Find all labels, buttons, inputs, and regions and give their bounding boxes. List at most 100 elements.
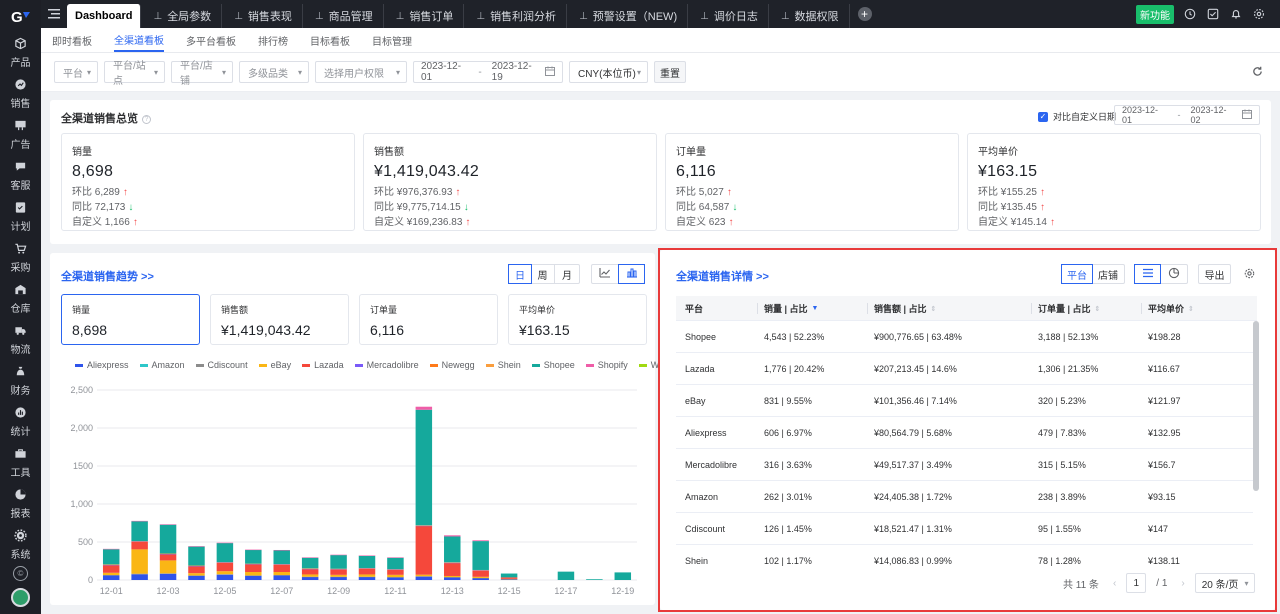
settings-icon[interactable] bbox=[1252, 7, 1266, 21]
subnav-tab-4[interactable]: 目标看板 bbox=[310, 36, 350, 48]
table-row[interactable]: Shein 102 | 1.17% ¥14,086.83 | 0.99% 78 | 1… bbox=[676, 545, 1253, 570]
platform-shop-select[interactable]: 平台/店铺 ▾ bbox=[171, 61, 233, 87]
column-header-3[interactable]: 订单量 | 占比 ⇕ bbox=[1038, 296, 1100, 321]
subnav-tab-0[interactable]: 即时看板 bbox=[52, 36, 92, 48]
refresh-icon[interactable] bbox=[1252, 66, 1264, 78]
subnav-tab-5[interactable]: 目标管理 bbox=[372, 36, 412, 48]
tab-2[interactable]: ⊥ 销售表现 bbox=[222, 4, 303, 28]
tab-0[interactable]: Dashboard bbox=[67, 4, 142, 28]
subnav-tab-1[interactable]: 全渠道看板 bbox=[114, 28, 164, 52]
sort-icon[interactable]: ⇕ bbox=[930, 305, 937, 313]
question-icon[interactable]: ? bbox=[142, 114, 151, 124]
export-button[interactable]: 导出 bbox=[1198, 264, 1231, 284]
sidebar-item-6[interactable]: 仓库 bbox=[0, 278, 41, 319]
trend-kpi-card[interactable]: 销售额 ¥1,419,043.42 bbox=[210, 294, 349, 345]
legend-item[interactable]: Shein bbox=[485, 360, 521, 370]
column-header-2[interactable]: 销售额 | 占比 ⇕ bbox=[874, 296, 936, 321]
sidebar-item-8[interactable]: 财务 bbox=[0, 360, 41, 401]
tab-7[interactable]: ⊥ 调价日志 bbox=[688, 4, 769, 28]
legend-item[interactable]: Amazon bbox=[139, 360, 185, 370]
table-row[interactable]: Shopee 4,543 | 52.23% ¥900,776.65 | 63.48%… bbox=[676, 321, 1253, 353]
sidebar-item-2[interactable]: 广告 bbox=[0, 114, 41, 155]
dimension-option-0[interactable]: 平台 bbox=[1061, 264, 1093, 284]
subnav-tab-3[interactable]: 排行榜 bbox=[258, 36, 288, 48]
tab-8[interactable]: ⊥ 数据权限 bbox=[769, 4, 850, 28]
period-option-0[interactable]: 日 bbox=[508, 264, 532, 284]
clock-icon[interactable] bbox=[1183, 7, 1197, 21]
date-range-picker[interactable]: 2023-12-01 -2023-12-19 bbox=[413, 61, 563, 83]
trend-kpi-card[interactable]: 平均单价 ¥163.15 bbox=[508, 294, 647, 345]
trend-title[interactable]: 全渠道销售趋势 >> bbox=[61, 271, 154, 283]
category-select[interactable]: 多级品类 ▾ bbox=[239, 61, 309, 83]
legend-item[interactable]: Shopee bbox=[531, 360, 575, 370]
view-option-1[interactable] bbox=[1160, 265, 1187, 283]
new-feature-badge[interactable]: 新功能 bbox=[1136, 4, 1174, 24]
table-row[interactable]: Aliexpress 606 | 6.97% ¥80,564.79 | 5.68% 4… bbox=[676, 417, 1253, 449]
trend-kpi-card[interactable]: 销量 8,698 bbox=[61, 294, 200, 345]
help-icon[interactable]: © bbox=[13, 566, 28, 581]
currency-select[interactable]: CNY(本位币) ▾ bbox=[569, 61, 648, 83]
sidebar-item-5[interactable]: 采购 bbox=[0, 237, 41, 278]
tab-3[interactable]: ⊥ 商品管理 bbox=[303, 4, 384, 28]
sort-desc-icon[interactable]: ▼ bbox=[811, 305, 819, 312]
table-settings-icon[interactable] bbox=[1244, 268, 1255, 282]
table-row[interactable]: eBay 831 | 9.55% ¥101,356.46 | 7.14% 320 | … bbox=[676, 385, 1253, 417]
legend-item[interactable]: eBay bbox=[258, 360, 291, 370]
legend-item[interactable]: Lazada bbox=[302, 360, 344, 370]
bar-segment bbox=[444, 563, 461, 576]
avatar[interactable] bbox=[11, 588, 30, 607]
table-scrollbar[interactable] bbox=[1253, 321, 1259, 491]
app-logo[interactable]: G bbox=[0, 0, 41, 32]
user-permission-select[interactable]: 选择用户权限 ▾ bbox=[315, 61, 407, 83]
tab-1[interactable]: ⊥ 全局参数 bbox=[141, 4, 223, 28]
sidebar-item-7[interactable]: 物流 bbox=[0, 319, 41, 360]
table-row[interactable]: Mercadolibre 316 | 3.63% ¥49,517.37 | 3.49… bbox=[676, 449, 1253, 481]
sort-icon[interactable]: ⇕ bbox=[1188, 305, 1194, 313]
platform-site-select[interactable]: 平台/站点 ▾ bbox=[104, 61, 165, 87]
sidebar-item-11[interactable]: 报表 bbox=[0, 483, 41, 524]
sidebar-item-0[interactable]: 产品 bbox=[0, 32, 41, 73]
sidebar-item-12[interactable]: 系统 bbox=[0, 524, 41, 565]
detail-title[interactable]: 全渠道销售详情 >> bbox=[676, 271, 769, 283]
legend-item[interactable]: Cdiscount bbox=[195, 360, 248, 370]
table-row[interactable]: Lazada 1,776 | 20.42% ¥207,213.45 | 14.6% 1… bbox=[676, 353, 1253, 385]
period-option-1[interactable]: 周 bbox=[531, 265, 555, 283]
compare-checkbox[interactable]: ✓ bbox=[1038, 111, 1048, 122]
menu-toggle-icon[interactable] bbox=[41, 0, 67, 28]
tab-6[interactable]: ⊥ 预警设置（NEW) bbox=[567, 4, 689, 28]
sidebar-item-1[interactable]: 销售 bbox=[0, 73, 41, 114]
platform-select[interactable]: 平台 ▾ bbox=[54, 61, 98, 83]
dimension-option-1[interactable]: 店铺 bbox=[1098, 270, 1118, 282]
trend-kpi-card[interactable]: 订单量 6,116 bbox=[359, 294, 498, 345]
page-input[interactable]: 1 bbox=[1126, 573, 1147, 593]
legend-item[interactable]: Newegg bbox=[429, 360, 475, 370]
sidebar-item-3[interactable]: 客服 bbox=[0, 155, 41, 196]
period-option-2[interactable]: 月 bbox=[562, 270, 572, 282]
platform-site-select-label: 平台/站点 bbox=[113, 61, 146, 87]
reset-button[interactable]: 重置 bbox=[654, 61, 686, 83]
checkbox-icon[interactable] bbox=[1206, 7, 1220, 21]
view-option-0[interactable] bbox=[1134, 264, 1161, 284]
legend-item[interactable]: Aliexpress bbox=[75, 360, 129, 370]
add-tab-button[interactable]: + bbox=[857, 7, 872, 21]
sidebar-item-10[interactable]: 工具 bbox=[0, 442, 41, 483]
page-size-select[interactable]: 20 条/页 ▾ bbox=[1194, 573, 1256, 593]
table-row[interactable]: Amazon 262 | 3.01% ¥24,405.38 | 1.72% 238 |… bbox=[676, 481, 1253, 513]
tab-4[interactable]: ⊥ 销售订单 bbox=[384, 4, 465, 28]
chart-mode-option-1[interactable] bbox=[618, 264, 645, 284]
compare-toggle[interactable]: ✓ 对比自定义日期 bbox=[1038, 110, 1116, 123]
column-header-1[interactable]: 销量 | 占比 ▼ bbox=[764, 296, 818, 321]
prev-page-icon[interactable]: ‹ bbox=[1112, 577, 1117, 589]
table-row[interactable]: Cdiscount 126 | 1.45% ¥18,521.47 | 1.31% 95… bbox=[676, 513, 1253, 545]
sort-icon[interactable]: ⇕ bbox=[1094, 305, 1101, 313]
subnav-tab-2[interactable]: 多平台看板 bbox=[186, 36, 236, 48]
legend-item[interactable]: Shopify bbox=[585, 360, 628, 370]
next-page-icon[interactable]: › bbox=[1181, 577, 1185, 589]
compare-date-range[interactable]: 2023-12-01 -2023-12-02 bbox=[1114, 105, 1260, 125]
sidebar-item-9[interactable]: 统计 bbox=[0, 401, 41, 442]
sidebar-item-4[interactable]: 计划 bbox=[0, 196, 41, 237]
tab-5[interactable]: ⊥ 销售利润分析 bbox=[464, 4, 568, 28]
legend-item[interactable]: Mercadolibre bbox=[354, 360, 419, 370]
bell-icon[interactable] bbox=[1229, 7, 1243, 21]
column-header-4[interactable]: 平均单价 ⇕ bbox=[1148, 296, 1194, 321]
